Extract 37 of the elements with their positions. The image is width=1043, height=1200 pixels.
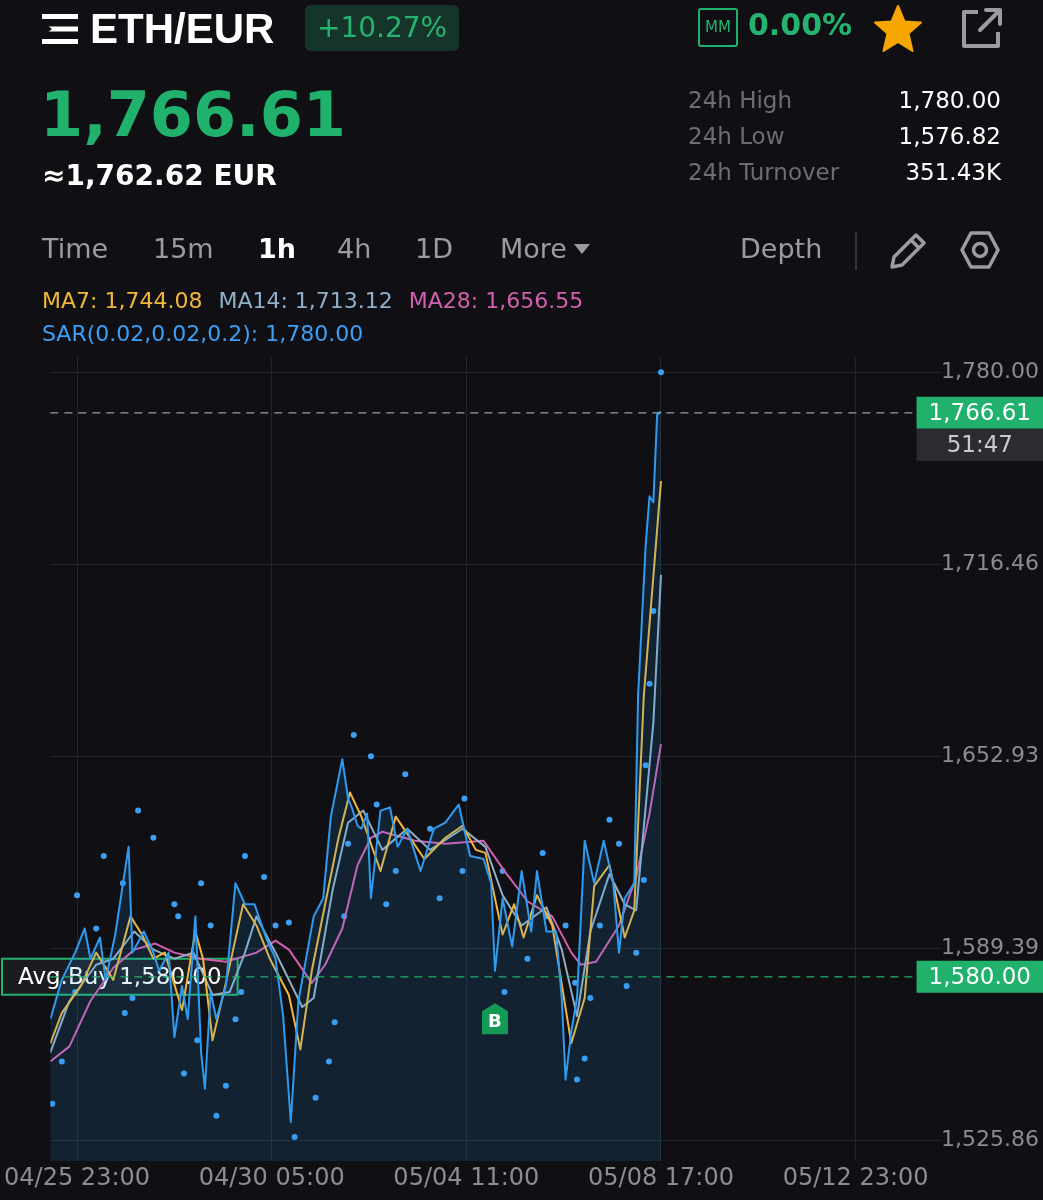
text: More xyxy=(500,233,567,264)
annotation: B xyxy=(488,1009,502,1031)
text: Time xyxy=(42,233,109,264)
text: SAR(0.02,0.02,0.2): 1,780.00 xyxy=(42,321,364,346)
ref-line-label: 1,580.00 xyxy=(928,962,1031,989)
text: 0.00% xyxy=(748,7,853,42)
y-tick-label: 1,652.93 xyxy=(941,742,1039,768)
text: 1,766.61 xyxy=(40,78,346,151)
x-tick-label: 05/08 17:00 xyxy=(588,1162,734,1191)
text: 24h Low xyxy=(688,123,785,149)
y-tick-label: 1,589.39 xyxy=(941,934,1039,960)
text: 24h Turnover xyxy=(688,159,840,185)
ref-line-label: 1,766.61 xyxy=(928,398,1031,425)
text: ≈1,762.62 EUR xyxy=(42,159,277,192)
text: MA14: 1,713.12 xyxy=(218,288,393,313)
text: MA28: 1,656.55 xyxy=(408,288,584,313)
text: 1,576.82 xyxy=(898,123,1001,149)
y-tick-label: 1,780.00 xyxy=(941,358,1039,384)
text: 351.43K xyxy=(905,159,1001,185)
y-tick-label: 1,525.86 xyxy=(941,1126,1039,1152)
annotation: 51:47 xyxy=(946,430,1013,457)
text: 1h xyxy=(258,233,297,264)
y-tick-label: 1,716.46 xyxy=(941,550,1039,576)
text: 24h High xyxy=(688,87,793,113)
text: 1,780.00 xyxy=(898,87,1001,113)
x-tick-label: 05/04 11:00 xyxy=(393,1162,540,1191)
text: 4h xyxy=(337,233,372,264)
x-tick-label: 05/12 23:00 xyxy=(782,1162,929,1191)
x-tick-label: 04/30 05:00 xyxy=(198,1162,345,1191)
text: MA7: 1,744.08 xyxy=(42,288,203,313)
text: 1D xyxy=(415,233,453,264)
x-tick-label: 04/25 23:00 xyxy=(4,1162,151,1191)
text: +10.27% xyxy=(305,5,460,51)
text: Depth xyxy=(740,233,823,264)
chart-title: ETH/EUR xyxy=(90,5,275,52)
text: MM xyxy=(698,8,738,47)
text: 15m xyxy=(153,233,214,264)
